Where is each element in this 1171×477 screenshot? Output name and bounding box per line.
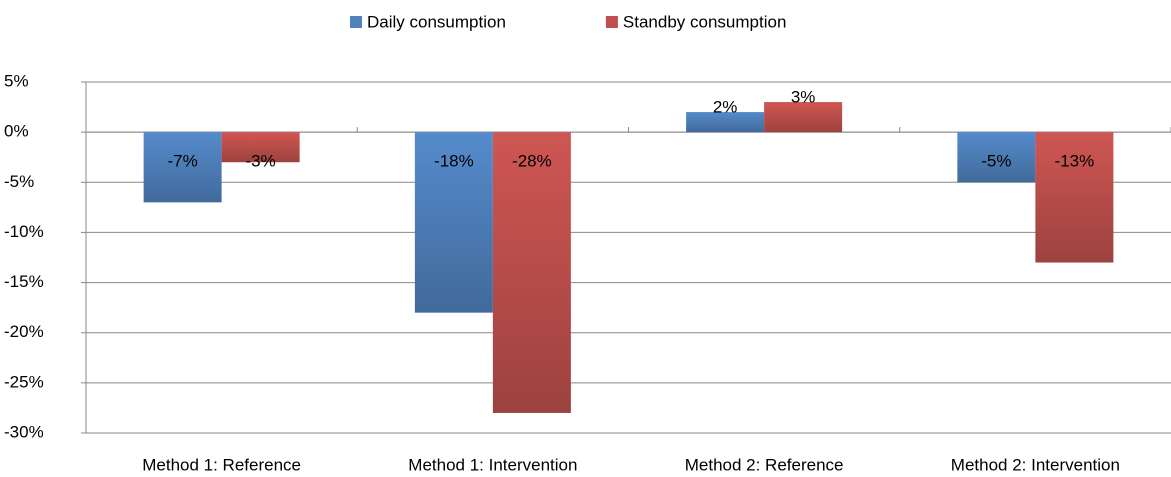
y-tick-label: -15% — [4, 272, 44, 291]
bar — [764, 102, 843, 133]
bar — [686, 112, 765, 133]
y-tick-label: -25% — [4, 372, 44, 391]
y-tick-label: 5% — [4, 71, 29, 90]
data-label: -7% — [168, 152, 198, 171]
data-label: 2% — [713, 98, 738, 117]
bar — [143, 132, 222, 203]
bar — [414, 132, 493, 313]
data-label: -18% — [434, 152, 474, 171]
x-tick-label: Method 2: Intervention — [951, 455, 1120, 474]
x-tick-label: Method 1: Reference — [142, 455, 301, 474]
data-label: -28% — [512, 152, 552, 171]
legend-label: Daily consumption — [367, 12, 506, 31]
legend-swatch — [350, 16, 362, 28]
bar — [221, 132, 300, 163]
bar — [1035, 132, 1114, 263]
y-tick-label: -10% — [4, 222, 44, 241]
y-tick-label: -5% — [4, 172, 34, 191]
x-tick-label: Method 1: Intervention — [408, 455, 577, 474]
bar — [492, 132, 571, 413]
bar — [957, 132, 1036, 183]
data-label: -13% — [1055, 152, 1095, 171]
legend-swatch — [605, 16, 618, 28]
data-label: 3% — [791, 88, 816, 107]
y-tick-label: -20% — [4, 322, 44, 341]
y-tick-label: 0% — [4, 122, 29, 141]
data-label: -5% — [981, 152, 1011, 171]
data-label: -3% — [246, 152, 276, 171]
y-tick-label: -30% — [4, 422, 44, 441]
legend-label: Standby consumption — [623, 12, 787, 31]
x-tick-label: Method 2: Reference — [685, 455, 844, 474]
